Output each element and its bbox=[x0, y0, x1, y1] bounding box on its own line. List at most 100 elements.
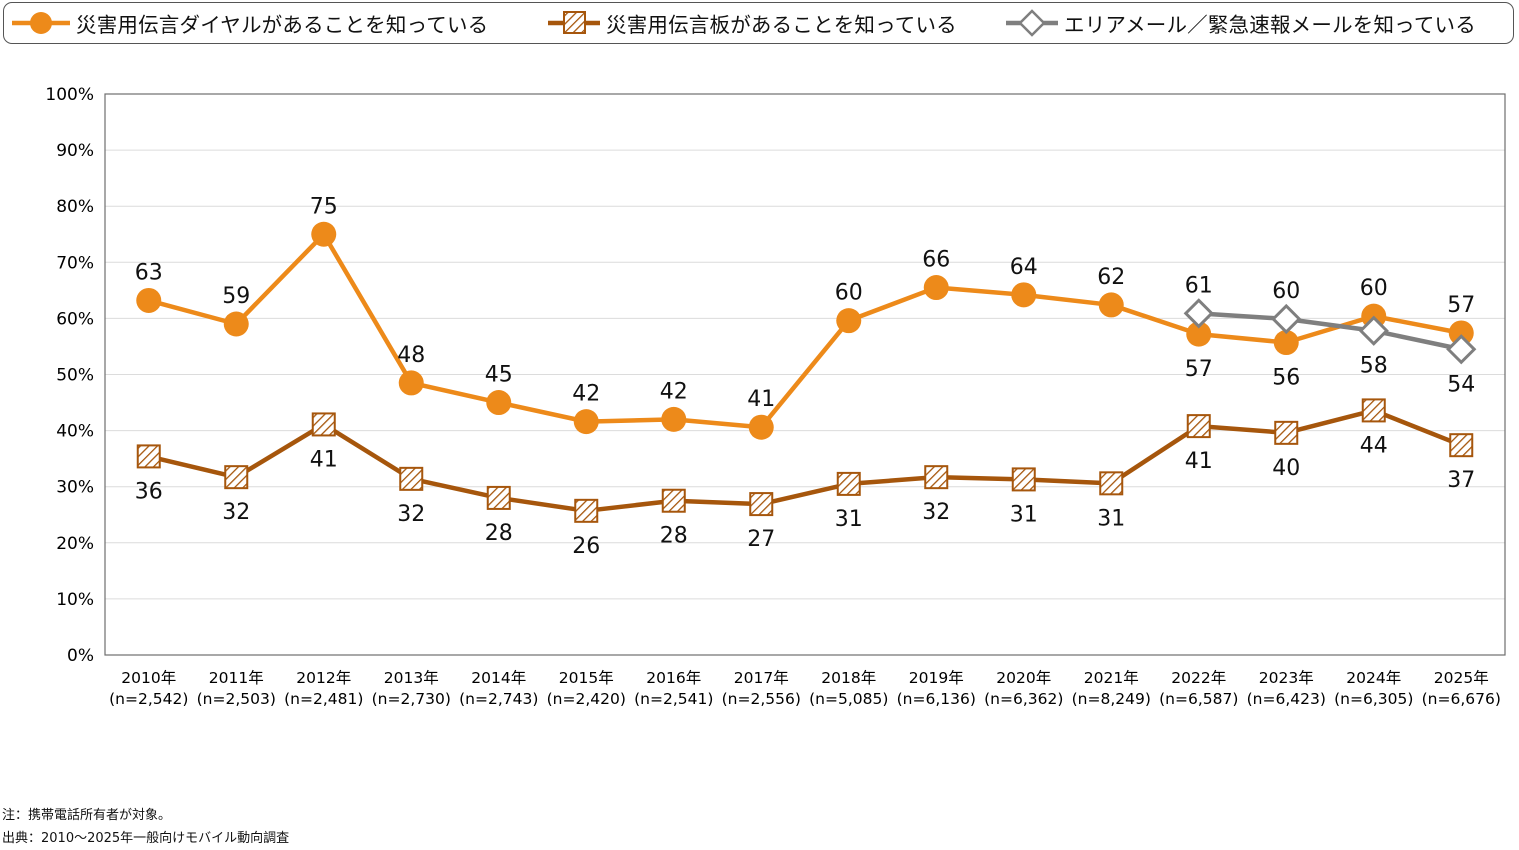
legend-circle-marker-icon bbox=[12, 12, 70, 34]
x-tick-label: 2014年 bbox=[471, 669, 526, 687]
data-label: 31 bbox=[1097, 506, 1125, 531]
data-point-hatched-square bbox=[661, 488, 686, 513]
data-label: 32 bbox=[922, 500, 950, 525]
data-label: 31 bbox=[1010, 502, 1038, 527]
data-label: 75 bbox=[310, 194, 338, 219]
legend-label-dial: 災害用伝言ダイヤルがあることを知っている bbox=[76, 13, 489, 37]
data-label: 28 bbox=[485, 521, 513, 546]
data-point-hatched-square bbox=[486, 485, 511, 510]
data-point-circle bbox=[1186, 321, 1212, 347]
data-label: 27 bbox=[747, 527, 775, 552]
data-point-hatched-square bbox=[574, 498, 599, 523]
data-label: 61 bbox=[1185, 273, 1213, 298]
y-tick-label: 60% bbox=[56, 309, 94, 329]
data-point-circle bbox=[748, 414, 774, 440]
y-tick-label: 10% bbox=[56, 590, 94, 610]
x-tick-sample-size: (n=2,420) bbox=[547, 690, 626, 708]
x-tick-sample-size: (n=2,730) bbox=[372, 690, 451, 708]
y-tick-label: 20% bbox=[56, 534, 94, 554]
data-label: 32 bbox=[222, 500, 250, 525]
data-label: 28 bbox=[660, 524, 688, 549]
x-tick-sample-size: (n=2,541) bbox=[634, 690, 713, 708]
x-tick-sample-size: (n=6,136) bbox=[897, 690, 976, 708]
data-point-hatched-square bbox=[1186, 414, 1211, 439]
data-point-hatched-square bbox=[311, 412, 336, 437]
x-tick-label: 2021年 bbox=[1084, 669, 1139, 687]
x-tick-label: 2020年 bbox=[996, 669, 1051, 687]
data-point-diamond bbox=[1358, 315, 1389, 346]
data-point-circle bbox=[398, 370, 424, 396]
data-point-circle bbox=[1098, 292, 1124, 318]
legend-diamond-marker-icon bbox=[1006, 9, 1058, 37]
source-text: 出典：2010〜2025年一般向けモバイル動向調査 bbox=[2, 831, 290, 846]
legend-hatched-square-marker-icon bbox=[548, 11, 600, 34]
data-label: 62 bbox=[1097, 265, 1125, 290]
data-point-hatched-square bbox=[136, 444, 161, 469]
data-point-hatched-square bbox=[399, 466, 424, 491]
x-tick-label: 2010年 bbox=[121, 669, 176, 687]
data-label: 63 bbox=[135, 260, 163, 285]
data-label: 41 bbox=[1185, 449, 1213, 474]
data-point-circle bbox=[1448, 320, 1474, 346]
data-label: 60 bbox=[1360, 276, 1388, 301]
x-tick-label: 2017年 bbox=[734, 669, 789, 687]
data-point-circle bbox=[1273, 330, 1299, 356]
data-point-hatched-square bbox=[836, 471, 861, 496]
y-tick-label: 50% bbox=[56, 366, 94, 386]
x-tick-sample-size: (n=2,542) bbox=[109, 690, 188, 708]
data-label: 36 bbox=[135, 479, 163, 504]
x-tick-label: 2015年 bbox=[559, 669, 614, 687]
data-point-circle bbox=[923, 275, 949, 301]
x-tick-sample-size: (n=6,305) bbox=[1334, 690, 1413, 708]
legend-label-board: 災害用伝言板があることを知っている bbox=[606, 13, 957, 37]
x-tick-label: 2024年 bbox=[1346, 669, 1401, 687]
series-line-diamond bbox=[1198, 311, 1462, 352]
chart-notes: 注：携帯電話所有者が対象。 出典：2010〜2025年一般向けモバイル動向調査 bbox=[2, 804, 289, 850]
y-tick-label: 40% bbox=[56, 422, 94, 442]
data-label: 59 bbox=[222, 284, 250, 309]
data-point-circle bbox=[136, 287, 162, 313]
data-label: 60 bbox=[1272, 279, 1300, 304]
chart-legend: 災害用伝言ダイヤルがあることを知っている 災害用伝言板があることを知っている エ… bbox=[3, 2, 1514, 44]
data-label: 41 bbox=[310, 447, 338, 472]
data-point-circle bbox=[223, 311, 249, 337]
legend-label-area-mail: エリアメール／緊急速報メールを知っている bbox=[1064, 13, 1476, 37]
data-label: 64 bbox=[1010, 255, 1038, 280]
data-label: 26 bbox=[572, 534, 600, 559]
x-tick-label: 2013年 bbox=[384, 669, 439, 687]
x-tick-sample-size: (n=2,743) bbox=[459, 690, 538, 708]
x-tick-label: 2025年 bbox=[1434, 669, 1489, 687]
data-point-circle bbox=[661, 406, 687, 432]
x-tick-sample-size: (n=2,556) bbox=[722, 690, 801, 708]
y-tick-label: 90% bbox=[56, 141, 94, 161]
plot-area-border bbox=[104, 93, 1506, 656]
data-label: 54 bbox=[1447, 372, 1475, 397]
x-tick-sample-size: (n=6,362) bbox=[984, 690, 1063, 708]
data-label: 41 bbox=[747, 387, 775, 412]
x-tick-sample-size: (n=8,249) bbox=[1072, 690, 1151, 708]
x-tick-sample-size: (n=2,503) bbox=[197, 690, 276, 708]
x-tick-sample-size: (n=6,423) bbox=[1247, 690, 1326, 708]
x-tick-label: 2018年 bbox=[821, 669, 876, 687]
data-label: 56 bbox=[1272, 366, 1300, 391]
x-tick-label: 2019年 bbox=[909, 669, 964, 687]
data-point-diamond bbox=[1183, 298, 1214, 329]
y-tick-label: 80% bbox=[56, 197, 94, 217]
legend-item-area-mail: エリアメール／緊急速報メールを知っている bbox=[1004, 3, 1476, 43]
data-point-hatched-square bbox=[1449, 433, 1474, 458]
data-label: 42 bbox=[660, 379, 688, 404]
data-label: 42 bbox=[572, 382, 600, 407]
data-label: 40 bbox=[1272, 456, 1300, 481]
x-tick-sample-size: (n=6,587) bbox=[1159, 690, 1238, 708]
data-point-diamond bbox=[1446, 334, 1477, 365]
x-tick-label: 2023年 bbox=[1259, 669, 1314, 687]
y-tick-label: 70% bbox=[56, 253, 94, 273]
y-tick-label: 30% bbox=[56, 478, 94, 498]
data-label: 45 bbox=[485, 363, 513, 388]
data-point-hatched-square bbox=[924, 465, 949, 490]
data-label: 60 bbox=[835, 281, 863, 306]
data-label: 32 bbox=[397, 502, 425, 527]
data-point-hatched-square bbox=[1274, 420, 1299, 445]
data-point-hatched-square bbox=[1011, 467, 1036, 492]
x-tick-label: 2022年 bbox=[1171, 669, 1226, 687]
